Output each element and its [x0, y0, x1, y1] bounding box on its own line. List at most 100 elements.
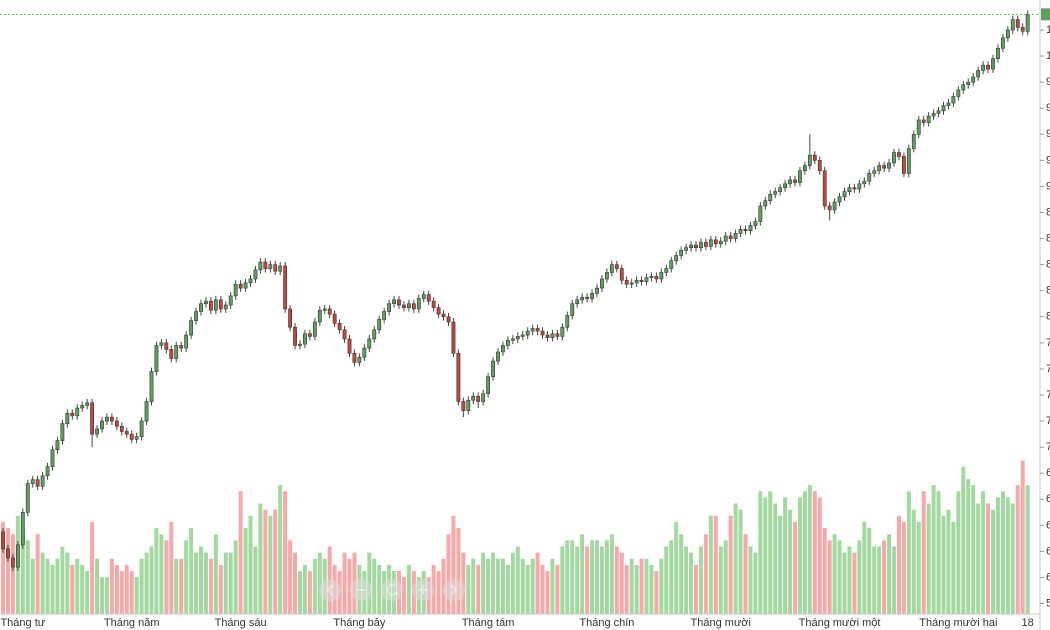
- candle-body: [674, 255, 679, 262]
- volume-bar: [733, 503, 738, 614]
- candle-body: [114, 420, 119, 427]
- volume-bar: [500, 558, 505, 614]
- candle-body: [466, 399, 471, 411]
- volume-bar: [817, 497, 822, 614]
- candle-body: [684, 247, 689, 251]
- candle-body: [713, 239, 718, 245]
- volume-bar: [258, 503, 263, 614]
- volume-bar: [218, 564, 223, 614]
- volume-bar: [857, 540, 862, 614]
- volume-bar: [911, 509, 916, 614]
- candle-body: [139, 420, 144, 438]
- candle-body: [80, 405, 85, 409]
- candle-body: [788, 179, 792, 185]
- candle-body: [119, 425, 124, 432]
- volume-bar: [75, 558, 80, 614]
- volume-bar: [1000, 491, 1005, 614]
- volume-bar: [298, 571, 302, 614]
- volume-bar: [451, 515, 456, 614]
- candle-body: [837, 196, 842, 203]
- candle-body: [90, 402, 95, 435]
- volume-bar: [783, 497, 788, 614]
- candle-body: [397, 299, 401, 306]
- volume-bar: [768, 491, 773, 614]
- candle-body: [258, 261, 263, 271]
- volume-bar: [491, 552, 496, 614]
- x-tick-label: 18: [1022, 617, 1034, 629]
- zoom-out-button[interactable]: [350, 579, 372, 601]
- candle-body: [322, 308, 327, 311]
- volume-bar: [199, 546, 203, 614]
- candle-body: [842, 191, 847, 198]
- volume-bar: [347, 558, 352, 614]
- volume-bar: [228, 552, 233, 614]
- last-price-tag: [1041, 8, 1050, 21]
- candle-body: [367, 338, 372, 349]
- volume-bar: [263, 509, 268, 614]
- scroll-right-button[interactable]: [443, 579, 465, 601]
- scroll-left-button[interactable]: [319, 579, 341, 601]
- volume-bar: [689, 552, 694, 614]
- volume-bar: [466, 564, 471, 614]
- volume-bar: [763, 497, 768, 614]
- volume-bar: [966, 478, 971, 614]
- candle-body: [956, 89, 961, 97]
- candle-body: [758, 205, 763, 222]
- candle-body: [996, 47, 1000, 59]
- volume-bar: [208, 558, 213, 614]
- volume-bar: [312, 558, 317, 614]
- candle-body: [491, 360, 495, 378]
- volume-bar: [149, 546, 154, 614]
- volume-bar: [778, 515, 783, 614]
- volume-bar: [570, 540, 575, 614]
- volume-bar: [585, 546, 590, 614]
- candle-body: [807, 154, 812, 166]
- candle-body: [392, 299, 396, 305]
- volume-bar: [654, 571, 659, 614]
- candle-body: [342, 329, 347, 340]
- candle-body: [595, 287, 599, 294]
- volume-bar: [169, 521, 174, 614]
- x-tick-label: Tháng bảy: [333, 617, 385, 629]
- candle-body: [402, 304, 406, 308]
- nav-buttons: [319, 579, 465, 601]
- volume-bar: [45, 558, 50, 614]
- candle-body: [337, 322, 342, 331]
- candle-body: [50, 449, 55, 467]
- volume-bar: [104, 577, 109, 614]
- zoom-in-button[interactable]: [412, 579, 434, 601]
- candle-body: [471, 395, 476, 401]
- candle-body: [25, 483, 30, 513]
- volume-bar: [961, 466, 966, 614]
- volume-bar: [995, 497, 1000, 614]
- candle-body: [501, 345, 505, 353]
- candle-body: [283, 265, 288, 310]
- candle-body: [699, 242, 703, 248]
- volume-bar: [114, 564, 119, 614]
- volume-bar: [1025, 485, 1030, 614]
- candle-body: [45, 466, 50, 477]
- volume-bar: [1, 521, 5, 614]
- y-tick-label: 80: [1046, 311, 1050, 323]
- candle-body: [520, 334, 525, 337]
- candle-body: [20, 512, 25, 546]
- volume-bar: [203, 552, 208, 614]
- volume-bar: [496, 558, 500, 614]
- y-tick-label: 76: [1046, 363, 1050, 375]
- candle-body: [639, 279, 644, 282]
- candle-body: [966, 81, 971, 86]
- candle-body: [644, 277, 649, 282]
- volume-bar: [906, 491, 911, 614]
- candle-body: [11, 557, 15, 568]
- reset-button[interactable]: [381, 579, 403, 601]
- volume-bar: [971, 485, 976, 614]
- volume-bar: [797, 497, 802, 614]
- candle-body: [659, 272, 664, 280]
- candle-body: [654, 276, 659, 280]
- volume-bar: [164, 540, 169, 614]
- candle-body: [416, 298, 421, 310]
- volume-bar: [694, 564, 698, 614]
- volume-bar: [991, 509, 995, 614]
- y-tick-label: 82: [1046, 285, 1050, 297]
